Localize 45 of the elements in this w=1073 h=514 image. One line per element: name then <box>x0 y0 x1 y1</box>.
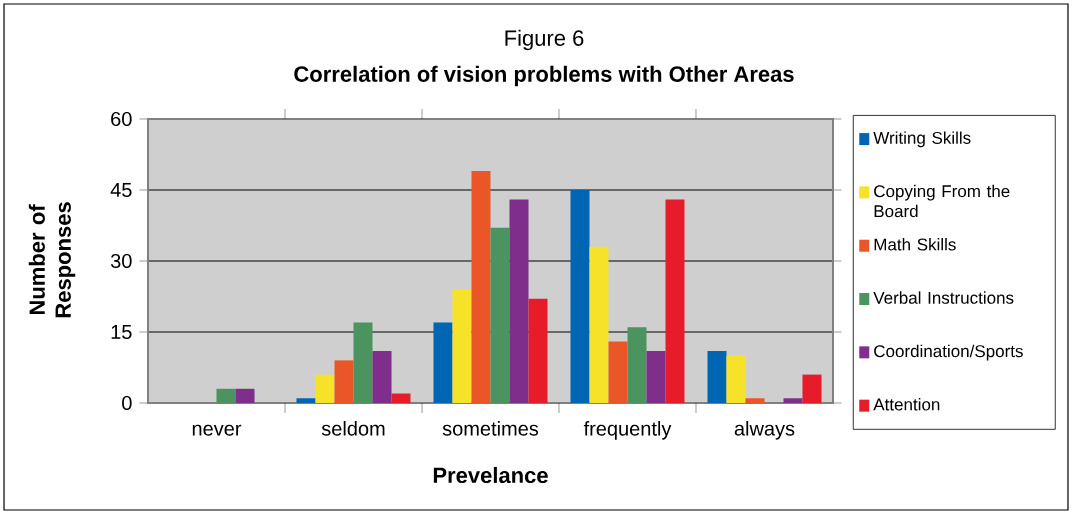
bar <box>334 360 354 403</box>
bar <box>509 199 529 403</box>
bar <box>665 199 685 403</box>
y-tick-label: 15 <box>111 325 132 339</box>
bar <box>745 398 765 403</box>
bar <box>783 398 803 403</box>
y-tick-label: 60 <box>111 111 132 127</box>
legend-label: Verbal Instructions <box>873 291 1014 304</box>
bar <box>627 327 647 403</box>
bar <box>372 350 392 403</box>
x-tick-label: sometimes <box>442 421 539 436</box>
legend-label: Writing Skills <box>873 131 971 148</box>
bar <box>528 298 548 403</box>
bar <box>471 171 491 403</box>
legend-label: Math Skills <box>874 238 956 251</box>
bar <box>490 227 510 403</box>
bar <box>570 189 590 403</box>
y-tick-label: 45 <box>110 183 132 197</box>
bar <box>608 341 628 403</box>
bar <box>235 388 255 403</box>
x-tick-label: frequently <box>583 421 672 440</box>
legend-label: Attention <box>873 398 940 411</box>
bar <box>726 355 746 403</box>
bar <box>589 246 609 403</box>
y-tick-label: 0 <box>122 395 132 411</box>
chart-subtitle: Correlation of vision problems with Other Areas <box>294 65 794 87</box>
bar <box>802 374 822 403</box>
y-axis-title: Number of Responses <box>28 202 76 318</box>
legend-label: Copying From the Board <box>874 184 1010 218</box>
bar <box>391 393 411 403</box>
legend-label: Coordination/Sports <box>874 344 1023 361</box>
x-tick-label: never <box>192 424 242 436</box>
y-tick-label: 30 <box>110 253 132 269</box>
bar <box>646 350 666 403</box>
bar <box>315 374 335 403</box>
bar <box>216 388 236 403</box>
x-tick-label: seldom <box>321 421 385 436</box>
bar <box>707 350 727 403</box>
chart-title: Figure 6 <box>505 29 584 51</box>
bar <box>296 398 316 403</box>
x-tick-label: always <box>734 421 795 440</box>
bar <box>452 289 472 403</box>
bar <box>353 322 373 403</box>
x-axis-title: Prevelance <box>433 466 548 484</box>
bar <box>433 322 453 403</box>
